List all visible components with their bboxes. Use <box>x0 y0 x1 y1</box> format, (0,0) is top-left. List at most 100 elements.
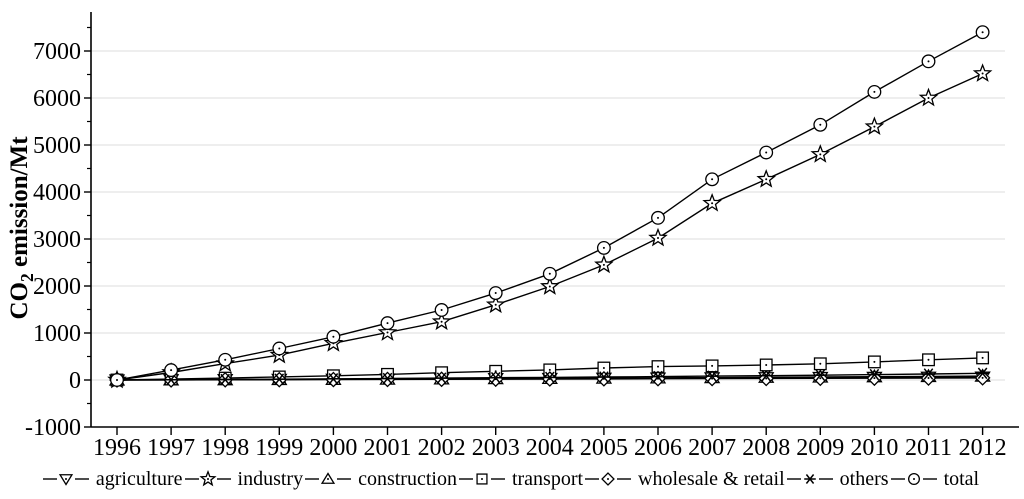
marker-industry-center-dot <box>440 320 443 323</box>
legend-marker-agriculture-center-dot <box>64 478 67 480</box>
legend-label-construction: construction <box>358 467 457 490</box>
legend-marker-transport-center-dot <box>480 478 483 480</box>
x-tick-label: 2012 <box>959 435 1007 459</box>
marker-industry-center-dot <box>927 97 930 99</box>
marker-total-center-dot <box>873 90 876 93</box>
marker-total-center-dot <box>170 369 173 372</box>
marker-total-center-dot <box>332 335 335 338</box>
marker-wholesale-retail-center-dot <box>765 377 768 380</box>
y-tick-label: 1000 <box>33 321 81 347</box>
legend-marker-star-icon <box>184 469 231 487</box>
marker-industry-center-dot <box>765 178 768 181</box>
marker-total-center-dot <box>927 60 930 63</box>
x-tick-label: 2011 <box>905 435 952 459</box>
marker-others <box>274 373 285 385</box>
y-tick-label: 7000 <box>33 39 81 65</box>
marker-total-center-dot <box>116 379 118 381</box>
marker-total-center-dot <box>657 216 659 219</box>
marker-industry-center-dot <box>819 153 822 156</box>
marker-transport-center-dot <box>765 363 768 366</box>
marker-transport-center-dot <box>873 360 876 363</box>
legend-item-wholesale-retail: wholesale & retail <box>585 468 787 491</box>
marker-others <box>653 370 663 383</box>
marker-transport-center-dot <box>927 358 930 361</box>
y-tick-label: 0 <box>69 368 81 394</box>
y-axis-title: CO2 emission/Mt <box>6 136 38 319</box>
marker-industry-center-dot <box>711 202 714 205</box>
marker-total-center-dot <box>765 151 768 154</box>
x-tick-label: 2005 <box>580 435 628 459</box>
marker-total-center-dot <box>602 246 605 249</box>
marker-others <box>707 370 717 382</box>
legend-label-industry: industry <box>237 467 304 490</box>
y-tick-label: 3000 <box>33 227 81 253</box>
legend: agriculture industry construction transport… <box>0 459 1024 499</box>
legend-label-transport: transport <box>511 467 584 490</box>
marker-transport-center-dot <box>981 356 984 359</box>
marker-transport-center-dot <box>657 365 659 368</box>
legend-item-agriculture: agriculture <box>42 468 185 491</box>
legend-item-total: total <box>890 468 982 491</box>
series-line-industry <box>116 72 983 381</box>
legend-label-others: others <box>839 467 889 490</box>
y-axis-title-units: emission/Mt <box>6 136 33 274</box>
marker-wholesale-retail-center-dot <box>711 377 714 380</box>
marker-others <box>869 368 880 381</box>
marker-others <box>544 371 555 384</box>
marker-others <box>599 371 609 383</box>
marker-industry-center-dot <box>981 72 984 75</box>
marker-others <box>923 368 934 380</box>
x-tick-label: 2006 <box>634 435 682 459</box>
marker-transport-center-dot <box>819 362 822 365</box>
marker-industry-center-dot <box>657 237 659 240</box>
marker-total-center-dot <box>224 358 227 361</box>
legend-label-wholesale-retail: wholesale & retail <box>638 467 785 490</box>
series-markers-total <box>110 25 990 387</box>
marker-transport-center-dot <box>711 364 714 367</box>
marker-others <box>382 372 393 385</box>
x-tick-label: 1996 <box>93 435 141 459</box>
marker-total-center-dot <box>981 31 984 34</box>
legend-marker-circle-icon <box>890 472 937 486</box>
series-line-total <box>116 31 983 381</box>
marker-wholesale-retail-center-dot <box>981 376 984 379</box>
marker-transport-center-dot <box>602 367 605 370</box>
x-tick-label: 2008 <box>742 435 790 459</box>
y-axis-title-text: CO <box>6 282 33 320</box>
y-tick-label: 2000 <box>33 274 81 300</box>
marker-wholesale-retail-center-dot <box>819 377 822 380</box>
legend-item-transport: transport <box>458 467 585 491</box>
y-tick-label: 4000 <box>33 180 81 206</box>
marker-transport-center-dot <box>548 368 551 371</box>
legend-item-industry: industry <box>184 467 306 491</box>
legend-marker-square-icon <box>458 473 505 485</box>
x-tick-label: 1999 <box>255 435 303 459</box>
marker-industry-center-dot <box>873 125 876 128</box>
marker-industry-center-dot <box>386 331 389 334</box>
legend-marker-total-center-dot <box>912 478 915 480</box>
marker-others <box>328 373 339 385</box>
marker-total-center-dot <box>494 292 497 295</box>
x-tick-label: 2010 <box>850 435 898 459</box>
x-tick-label: 2009 <box>796 435 844 459</box>
legend-marker-diamond-icon <box>585 472 632 486</box>
marker-industry-center-dot <box>494 303 497 306</box>
x-tick-label: 2000 <box>309 435 357 459</box>
marker-industry-center-dot <box>548 285 551 288</box>
series-markers-industry <box>107 63 993 389</box>
x-tick-label: 2004 <box>526 435 574 459</box>
marker-industry-center-dot <box>602 263 605 266</box>
x-tick-label: 2001 <box>364 435 412 459</box>
marker-wholesale-retail-center-dot <box>927 377 930 380</box>
x-tick-label: 1998 <box>201 435 249 459</box>
legend-marker-construction-center-dot <box>327 478 330 480</box>
x-tick-label: 1997 <box>147 435 195 459</box>
legend-marker-triangle-down-icon <box>42 474 89 486</box>
legend-marker-industry-center-dot <box>206 478 209 480</box>
marker-total-center-dot <box>440 308 443 311</box>
x-tick-label: 2003 <box>472 435 520 459</box>
x-tick-label: 2007 <box>688 435 736 459</box>
legend-marker-wholesale-retail-center-dot <box>607 478 610 480</box>
marker-others <box>761 369 772 382</box>
